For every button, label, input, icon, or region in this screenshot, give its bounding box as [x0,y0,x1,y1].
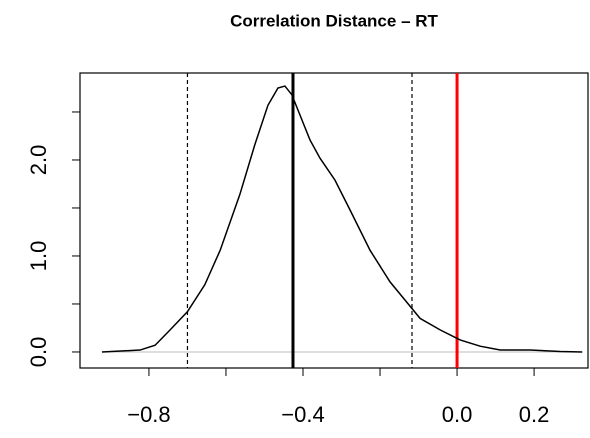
y-tick-label: 2.0 [26,145,51,176]
x-tick-label: 0.0 [442,402,473,427]
x-tick-label: −0.4 [281,402,324,427]
y-tick-label: 1.0 [26,241,51,272]
y-tick-label: 0.0 [26,337,51,368]
x-tick-label: 0.2 [519,402,550,427]
chart-title: Correlation Distance – RT [230,11,438,30]
density-line [101,85,583,353]
x-tick-label: −0.8 [127,402,170,427]
plot-frame [79,72,589,369]
